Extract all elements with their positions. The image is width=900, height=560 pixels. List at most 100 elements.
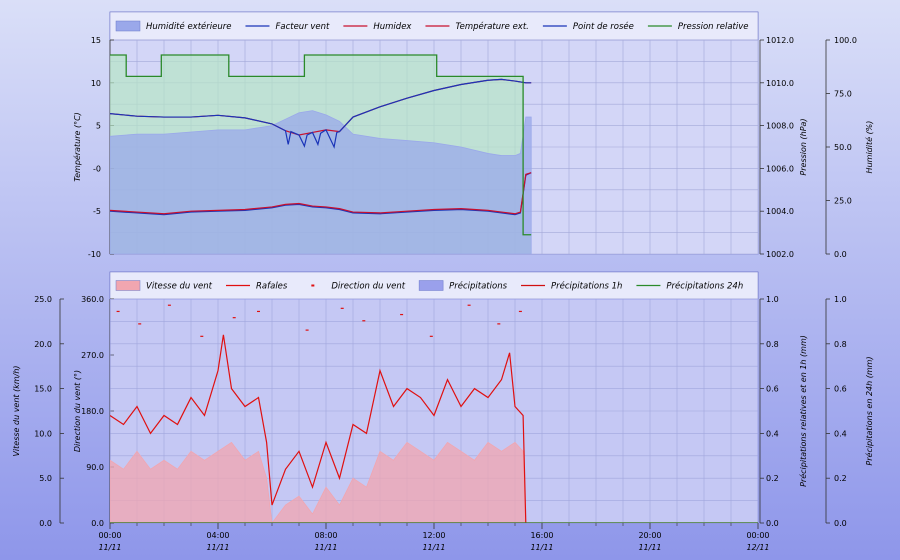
left_inner-tick-label: 360.0 xyxy=(81,295,104,304)
x-tick-time: 20:00 xyxy=(638,531,661,540)
right1-axis-title: Pression (hPa) xyxy=(799,118,808,175)
right1-tick-label: 0.8 xyxy=(766,340,779,349)
right2-tick-label: 25.0 xyxy=(834,197,852,206)
x-tick-date: 11/11 xyxy=(530,543,553,552)
left-tick-label: -0 xyxy=(93,164,101,173)
series-point-de-rosee xyxy=(110,172,532,215)
x-tick-time: 12:00 xyxy=(422,531,445,540)
legend-label: Précipitations xyxy=(449,281,507,292)
right2-axis-title: Humidité (%) xyxy=(864,121,874,174)
legend-label: Vitesse du vent xyxy=(146,282,213,292)
legend-swatch xyxy=(115,280,141,291)
direction-point xyxy=(429,335,433,337)
x-tick-date: 11/11 xyxy=(206,543,229,552)
x-tick-date: 11/11 xyxy=(638,543,661,552)
x-tick-date: 12/11 xyxy=(746,543,769,552)
legend-swatch xyxy=(115,20,141,32)
direction-point xyxy=(400,313,404,316)
x-tick-date: 11/11 xyxy=(314,543,337,552)
series-direction-du-vent xyxy=(116,304,522,337)
right2-tick-label: 0.8 xyxy=(834,340,847,349)
right2-tick-label: 0.2 xyxy=(834,474,847,483)
direction-point xyxy=(362,320,366,322)
left_inner-axis-title: Direction du vent (°) xyxy=(73,370,82,452)
direction-point xyxy=(232,317,236,319)
right1-tick-label: 1012.0 xyxy=(766,36,794,45)
right1-tick-label: 1002.0 xyxy=(766,250,794,259)
right2-tick-label: 50.0 xyxy=(834,143,852,152)
legend-label: Humidex xyxy=(373,22,412,32)
legend-item-facteur-vent: Facteur vent xyxy=(245,22,330,32)
left-tick-label: 10 xyxy=(91,79,101,88)
right1-tick-label: 1006.0 xyxy=(766,164,794,173)
bottom-chart: 25.0 20.0 15.0 10.0 5.0 0.0 Vitesse du vent (k… xyxy=(12,271,874,528)
legend-item-temperature-ext: Température ext. xyxy=(425,21,529,32)
right1-tick-label: 1010.0 xyxy=(766,79,794,88)
left_outer-tick-label: 0.0 xyxy=(39,519,52,528)
right2-tick-label: 75.0 xyxy=(834,90,852,99)
left_outer-tick-label: 15.0 xyxy=(34,385,52,394)
right1-tick-label: 0.2 xyxy=(766,474,779,483)
legend-swatch xyxy=(418,280,444,291)
left_outer-tick-label: 20.0 xyxy=(34,340,52,349)
right1-tick-label: 0.0 xyxy=(766,519,779,528)
legend-label: Humidité extérieure xyxy=(146,21,231,32)
legend-item-precipitations: Précipitations xyxy=(418,280,508,292)
series-rafales xyxy=(110,334,527,523)
right1-tick-label: 1008.0 xyxy=(766,122,794,131)
left-tick-label: 5 xyxy=(96,122,101,131)
right2-tick-label: 0.0 xyxy=(834,519,847,528)
legend-item-direction-du-vent: Direction du vent xyxy=(311,282,406,292)
legend-item-vitesse-du-vent: Vitesse du vent xyxy=(115,280,213,292)
x-tick-time: 16:00 xyxy=(530,531,553,540)
left_outer-tick-label: 10.0 xyxy=(34,429,52,438)
right1-axis-title: Précipitations relatives et en 1h (mm) xyxy=(798,335,808,487)
legend-label: Point de rosée xyxy=(573,21,634,32)
left-tick-label: -10 xyxy=(88,250,101,259)
legend-item-humidex: Humidex xyxy=(343,22,412,32)
series-vitesse-du-vent xyxy=(110,441,527,523)
left_outer-axis-title: Vitesse du vent (km/h) xyxy=(12,365,21,456)
right2-tick-label: 0.4 xyxy=(834,429,847,438)
left-axis-title: Température (°C) xyxy=(72,112,82,182)
left_inner-tick-label: 270.0 xyxy=(81,351,104,360)
legend-item-rafales: Rafales xyxy=(226,282,288,292)
right1-tick-label: 1004.0 xyxy=(766,207,794,216)
left_inner-tick-label: 90.0 xyxy=(86,463,104,472)
legend-item-humidite-exterieure: Humidité extérieure xyxy=(115,20,231,32)
right2-tick-label: 1.0 xyxy=(834,295,847,304)
right2-tick-label: 100.0 xyxy=(834,36,857,45)
left_inner-tick-label: 0.0 xyxy=(91,519,104,528)
series-precipitations xyxy=(110,299,758,523)
x-tick-time: 04:00 xyxy=(206,531,229,540)
direction-point xyxy=(200,335,204,337)
legend-item-pression-relative: Pression relative xyxy=(647,22,749,32)
series-humidite-exterieure xyxy=(110,110,532,254)
right2-axis-title: Précipitations en 24h (mm) xyxy=(864,356,874,465)
legend-item-precipitations-24h: Précipitations 24h xyxy=(636,281,743,292)
legend-label: Rafales xyxy=(256,282,288,292)
x-tick-date: 11/11 xyxy=(422,543,445,552)
x-tick-time: 08:00 xyxy=(314,531,337,540)
legend-item-precipitations-1h: Précipitations 1h xyxy=(521,281,622,292)
legend-label: Pression relative xyxy=(678,22,749,32)
top-chart: 15 10 5 -0 -5 -10 Température (°C) 1012.0 1010.0… xyxy=(72,11,874,259)
direction-point xyxy=(305,329,309,331)
left_outer-tick-label: 25.0 xyxy=(34,295,52,304)
right1-tick-label: 1.0 xyxy=(766,295,779,304)
legend-label: Direction du vent xyxy=(331,282,405,292)
legend-label: Facteur vent xyxy=(275,22,330,32)
direction-point xyxy=(116,310,120,313)
legend-item-point-de-rosee: Point de rosée xyxy=(542,21,634,32)
right2-tick-label: 0.6 xyxy=(834,385,847,394)
legend-label: Précipitations 24h xyxy=(666,281,743,292)
right2-tick-label: 0.0 xyxy=(834,250,847,259)
legend-label: Précipitations 1h xyxy=(551,281,622,292)
left-tick-label: 15 xyxy=(91,36,101,45)
direction-point xyxy=(167,304,171,306)
direction-point xyxy=(518,310,522,313)
series-temperature-ext xyxy=(110,78,532,149)
left_inner-tick-label: 180.0 xyxy=(81,407,104,416)
left-tick-label: -5 xyxy=(93,207,101,216)
legend-swatch xyxy=(311,284,315,287)
